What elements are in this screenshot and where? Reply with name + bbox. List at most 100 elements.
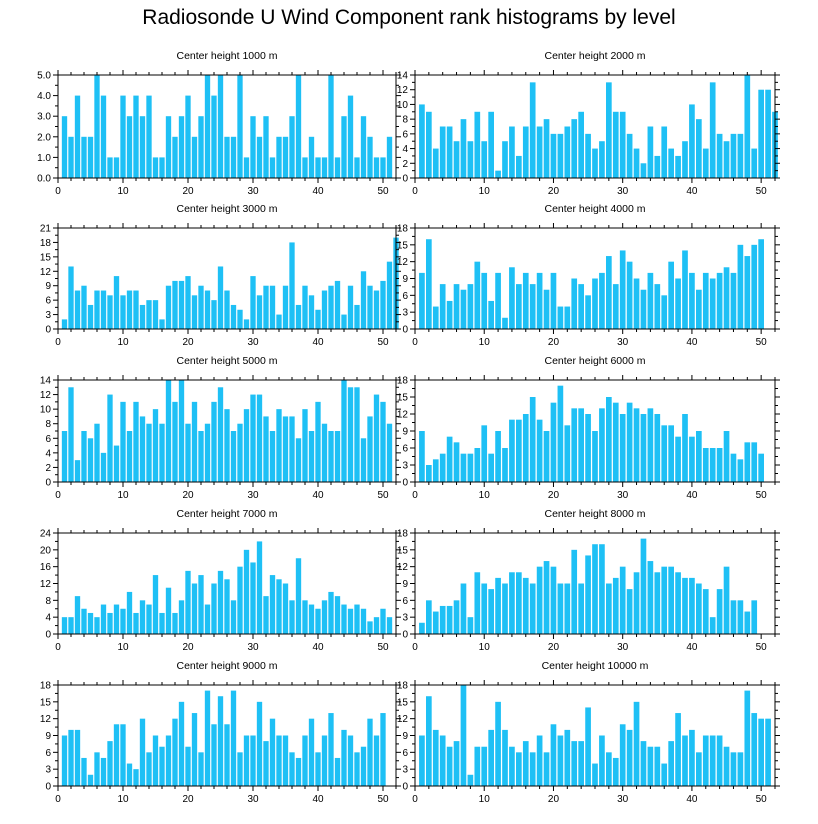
- x-tick-label: 0: [412, 642, 418, 653]
- bar: [737, 752, 744, 786]
- bar: [536, 566, 543, 634]
- y-tick-label: 3: [402, 461, 408, 472]
- y-tick-label: 6: [402, 291, 408, 302]
- chart-panel-4: Center height 4000 m 0 10 20 30 40 50 0 3 6 9 12 15 1…: [397, 203, 780, 348]
- bar: [661, 295, 668, 329]
- y-tick-label: 12: [397, 562, 409, 573]
- x-tick-label: 0: [412, 337, 418, 348]
- bar: [564, 583, 571, 634]
- bar: [224, 724, 230, 786]
- y-tick-label: 12: [40, 390, 52, 401]
- bar: [152, 409, 159, 482]
- bar: [334, 280, 341, 329]
- bar: [737, 133, 744, 178]
- bar: [113, 276, 120, 329]
- bar: [347, 95, 354, 178]
- bar: [446, 126, 453, 178]
- y-tick-label: 12: [40, 267, 52, 278]
- bar: [709, 735, 716, 786]
- bar: [689, 577, 695, 634]
- bar: [256, 701, 263, 786]
- y-tick-label: 3: [45, 765, 51, 776]
- bar: [446, 605, 453, 634]
- bar: [516, 155, 522, 178]
- bar: [321, 290, 328, 329]
- chart-panel-1: Center height 1000 m 0 10 20 30 40 50 0.0 1.0 2.0…: [37, 50, 401, 197]
- bar: [460, 289, 467, 329]
- bar: [439, 284, 446, 329]
- bar: [94, 290, 100, 329]
- bar: [74, 95, 81, 178]
- x-tick-label: 20: [548, 337, 560, 348]
- bar: [230, 304, 237, 329]
- bar: [488, 453, 494, 482]
- bar: [341, 380, 347, 482]
- bar: [373, 735, 380, 786]
- bar: [237, 309, 243, 329]
- panel-title: Center height 10000 m: [542, 660, 649, 672]
- bar: [495, 701, 501, 786]
- bar: [159, 157, 165, 178]
- bar: [599, 408, 605, 482]
- bar: [564, 306, 571, 329]
- bar: [139, 304, 146, 329]
- y-tick-label: 12: [40, 714, 52, 725]
- bar: [592, 431, 598, 482]
- x-tick-label: 30: [617, 490, 629, 501]
- y-tick-label: 20: [40, 545, 52, 556]
- bar: [224, 579, 230, 634]
- bar: [689, 104, 695, 178]
- bar: [751, 442, 758, 482]
- bar: [87, 304, 94, 329]
- bar: [765, 89, 771, 178]
- x-tick-label: 40: [686, 642, 698, 653]
- bar: [453, 600, 460, 634]
- bar: [126, 591, 133, 634]
- bar: [315, 401, 321, 482]
- bar: [654, 572, 661, 634]
- bar: [289, 600, 295, 634]
- y-tick-label: 4: [402, 144, 408, 155]
- bar: [380, 713, 386, 786]
- bar: [243, 735, 250, 786]
- chart-panel-5: Center height 5000 m 0 10 20 30 40 50 0 2 4 6 8 10 12…: [40, 355, 401, 501]
- y-tick-label: 18: [397, 529, 409, 540]
- bar: [550, 402, 557, 482]
- bar: [675, 278, 681, 329]
- bar: [61, 735, 68, 786]
- x-tick-label: 20: [182, 186, 194, 197]
- bar: [386, 261, 393, 329]
- y-tick-label: 3: [45, 310, 51, 321]
- bar: [654, 155, 661, 178]
- bar: [668, 148, 674, 178]
- bar: [341, 116, 347, 178]
- bar: [178, 280, 185, 329]
- bar: [107, 612, 113, 634]
- x-tick-label: 20: [548, 794, 560, 805]
- bar: [360, 608, 367, 634]
- bar: [211, 583, 217, 634]
- chart-panel-9: Center height 9000 m 0 10 20 30 40 50 0 3 6 9 12 15 1…: [40, 660, 401, 805]
- bar: [682, 141, 688, 178]
- y-tick-label: 2: [402, 159, 408, 170]
- bar: [467, 774, 474, 786]
- chart-panel-6: Center height 6000 m 0 10 20 30 40 50 0 3 6 9 12 15 1…: [397, 355, 780, 501]
- bar: [159, 319, 165, 329]
- bar: [250, 276, 256, 329]
- bar: [354, 304, 360, 329]
- bar: [191, 295, 198, 329]
- bar: [341, 604, 347, 634]
- bar: [172, 401, 178, 482]
- bar: [133, 95, 139, 178]
- bar: [716, 589, 723, 634]
- bar: [250, 735, 256, 786]
- bar: [640, 163, 647, 178]
- y-tick-label: 8: [45, 596, 51, 607]
- y-tick-label: 9: [402, 427, 408, 438]
- bar: [543, 752, 550, 786]
- x-tick-label: 30: [247, 490, 259, 501]
- x-tick-label: 50: [377, 794, 389, 805]
- bar: [619, 566, 626, 634]
- bar: [74, 596, 81, 634]
- bar: [460, 583, 467, 634]
